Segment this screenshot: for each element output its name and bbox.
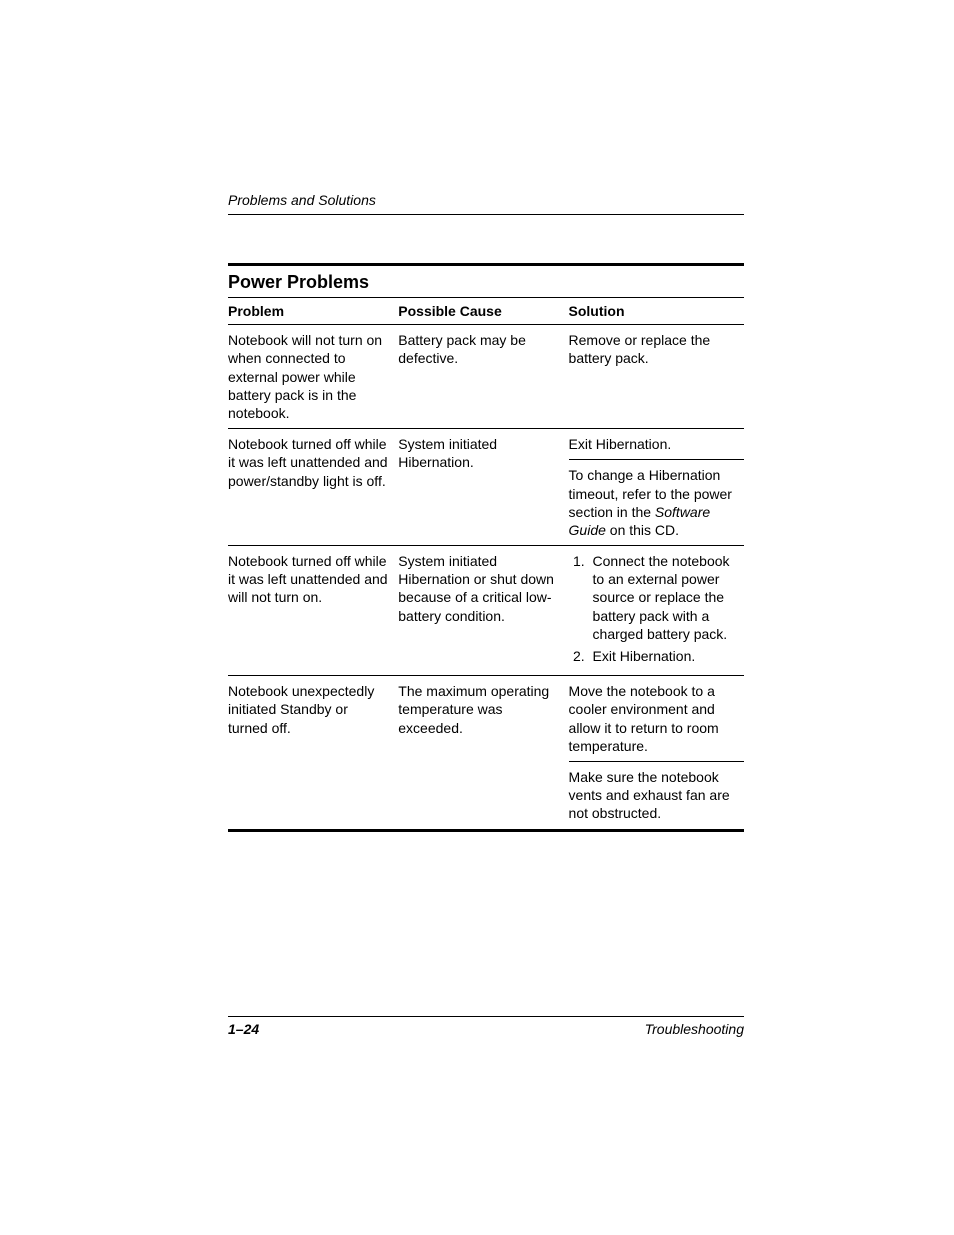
table-title: Power Problems [228,266,744,298]
cell-solution: Remove or replace the battery pack. [569,325,744,429]
col-solution: Solution [569,298,744,325]
cell-solution: Exit Hibernation. [569,429,744,460]
cell-problem: Notebook turned off while it was left un… [228,546,398,676]
table-row: Notebook unexpectedly initiated Standby … [228,676,744,762]
table-row: Notebook will not turn on when connected… [228,325,744,429]
cell-solution: Connect the notebook to an external powe… [569,546,744,676]
cell-problem: Notebook turned off while it was left un… [228,429,398,546]
footer-label: Troubleshooting [645,1021,744,1037]
cell-cause: Battery pack may be defective. [398,325,568,429]
troubleshooting-table: Problem Possible Cause Solution Notebook… [228,298,744,829]
cell-solution: Make sure the notebook vents and exhaust… [569,761,744,828]
cell-solution: Move the notebook to a cooler environmen… [569,676,744,762]
solution-step: Exit Hibernation. [589,647,736,665]
page: Problems and Solutions Power Problems Pr… [0,0,954,1235]
cell-problem: Notebook will not turn on when connected… [228,325,398,429]
cell-solution: To change a Hibernation timeout, refer t… [569,460,744,546]
table-row: Notebook turned off while it was left un… [228,429,744,460]
col-cause: Possible Cause [398,298,568,325]
page-number: 1–24 [228,1021,259,1037]
cell-problem: Notebook unexpectedly initiated Standby … [228,676,398,829]
page-footer: 1–24 Troubleshooting [228,1016,744,1037]
solution-steps: Connect the notebook to an external powe… [569,552,736,665]
cell-cause: System initiated Hibernation. [398,429,568,546]
table-header-row: Problem Possible Cause Solution [228,298,744,325]
power-problems-table: Power Problems Problem Possible Cause So… [228,263,744,832]
col-problem: Problem [228,298,398,325]
solution-text: on this CD. [606,522,679,538]
solution-step: Connect the notebook to an external powe… [589,552,736,643]
cell-cause: The maximum operating temperature was ex… [398,676,568,829]
cell-cause: System initiated Hibernation or shut dow… [398,546,568,676]
table-row: Notebook turned off while it was left un… [228,546,744,676]
running-header: Problems and Solutions [228,192,744,215]
